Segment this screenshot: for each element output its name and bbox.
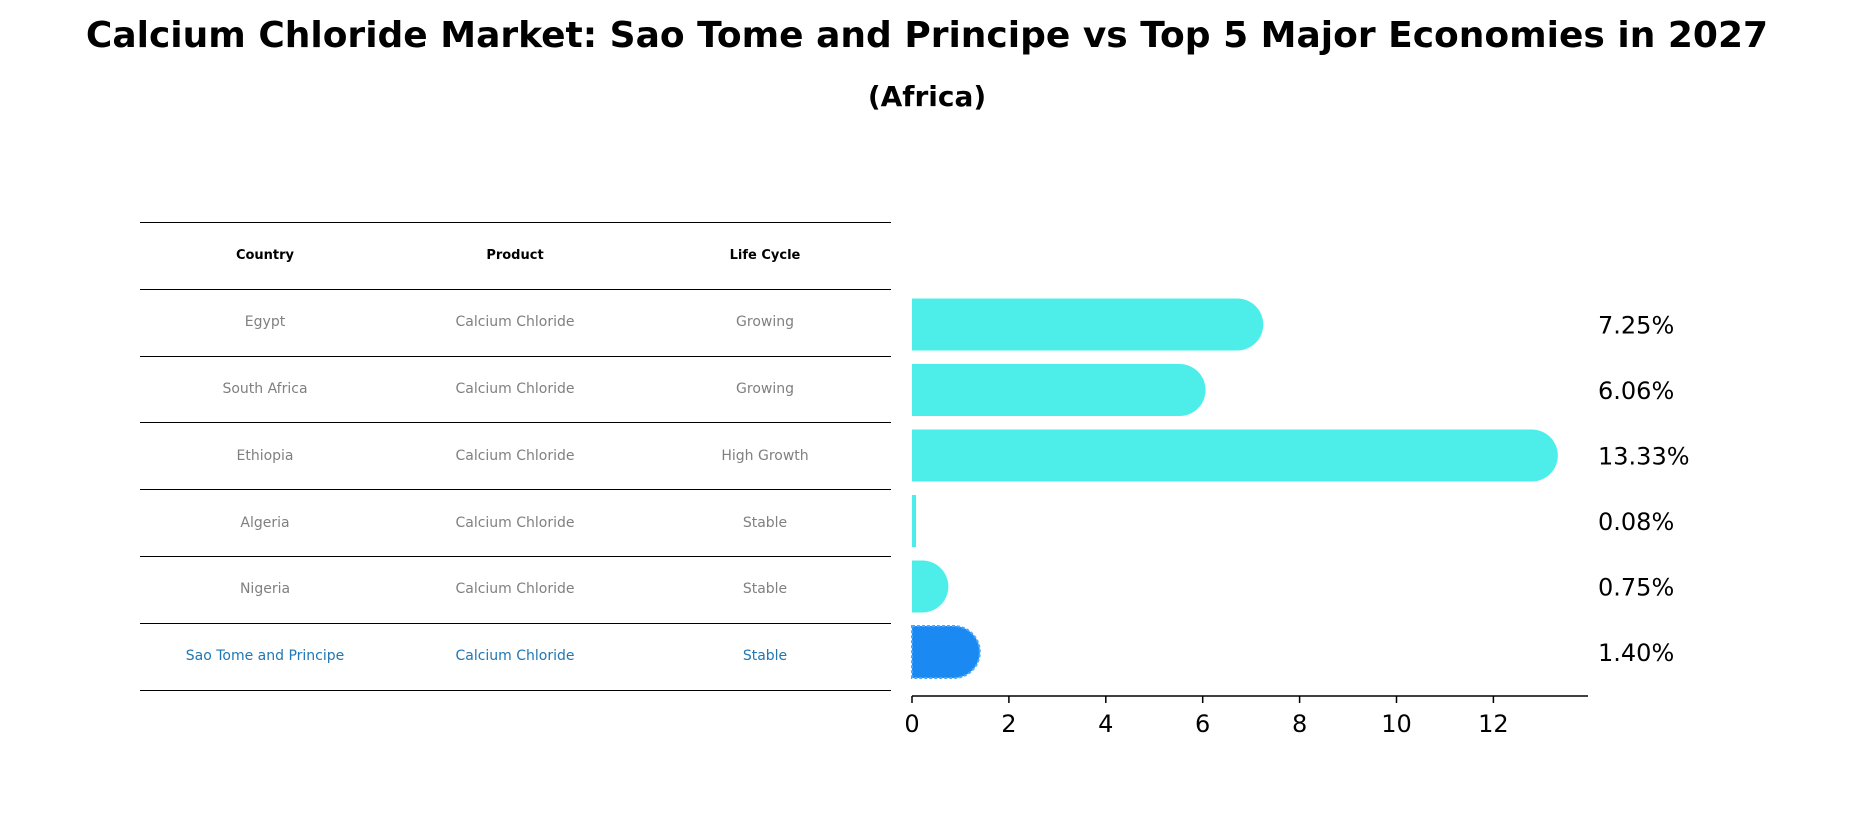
cell-life-cycle: Stable [742,514,788,531]
table-top-rule [140,222,891,223]
cell-country: South Africa [222,380,308,397]
table-rule [140,556,891,557]
table-row-highlight: Sao Tome and Principe Calcium Chloride S… [140,623,891,690]
bar-value-label: 0.08% [1598,508,1674,536]
cell-product: Calcium Chloride [455,514,575,531]
table-row: South Africa Calcium Chloride Growing [140,356,891,423]
bar-nigeria [912,560,949,613]
chart-subtitle: (Africa) [867,80,987,113]
bar [912,495,916,547]
bar-ethiopia [912,429,1558,482]
cell-product: Calcium Chloride [455,648,575,665]
cell-country: Egypt [244,314,286,331]
table-bottom-rule [140,689,891,691]
bar-value-label: 13.33% [1598,443,1690,471]
bar-value-label: 7.25% [1598,312,1674,340]
bar [912,298,1264,351]
header-life-cycle: Life Cycle [729,247,801,263]
x-tick-label: 2 [1001,710,1016,738]
x-tick-label: 10 [1381,710,1412,738]
bar [912,364,1206,416]
bar [912,429,1558,482]
bar [912,560,949,613]
table-row: Nigeria Calcium Chloride Stable [140,556,891,623]
table-row: Algeria Calcium Chloride Stable [140,489,891,556]
cell-product: Calcium Chloride [455,447,575,464]
cell-country: Sao Tome and Principe [185,648,345,665]
bar-value-label: 0.75% [1598,574,1674,602]
x-tick-label: 0 [904,710,919,738]
x-tick-label: 4 [1098,710,1113,738]
cell-country: Algeria [240,514,290,531]
table-rule [140,355,891,357]
table-rule [140,622,891,624]
x-tick-label: 12 [1478,710,1509,738]
bar-south-africa [912,364,1206,416]
cell-product: Calcium Chloride [455,581,575,598]
table-rule [140,288,891,290]
cell-life-cycle: Stable [742,581,788,598]
cell-country: Nigeria [239,581,291,598]
bar-algeria [912,495,916,547]
bar-sao-tome-and-principe [911,625,981,679]
chart-title: Calcium Chloride Market: Sao Tome and Pr… [85,15,1769,56]
table-row: Ethiopia Calcium Chloride High Growth [140,422,891,489]
cell-life-cycle: Growing [736,380,794,397]
header-product: Product [486,247,544,263]
table-rule [140,489,891,491]
cell-product: Calcium Chloride [455,314,575,331]
bar-value-label: 6.06% [1598,377,1674,405]
header-country: Country [235,247,295,263]
cell-country: Ethiopia [236,447,294,464]
bar-egypt [912,298,1264,351]
cell-life-cycle: Stable [742,648,788,665]
bar-value-label: 1.40% [1598,639,1674,667]
table-header-row: Country Product Life Cycle [140,222,891,289]
x-tick-label: 8 [1292,710,1307,738]
x-tick-label: 6 [1195,710,1210,738]
bar [911,625,981,679]
table-rule [140,422,891,424]
table-row: Egypt Calcium Chloride Growing [140,289,891,356]
cell-life-cycle: High Growth [721,447,809,464]
cell-life-cycle: Growing [736,314,794,331]
data-table: Country Product Life Cycle Egypt Calcium… [140,222,891,691]
cell-product: Calcium Chloride [455,380,575,397]
